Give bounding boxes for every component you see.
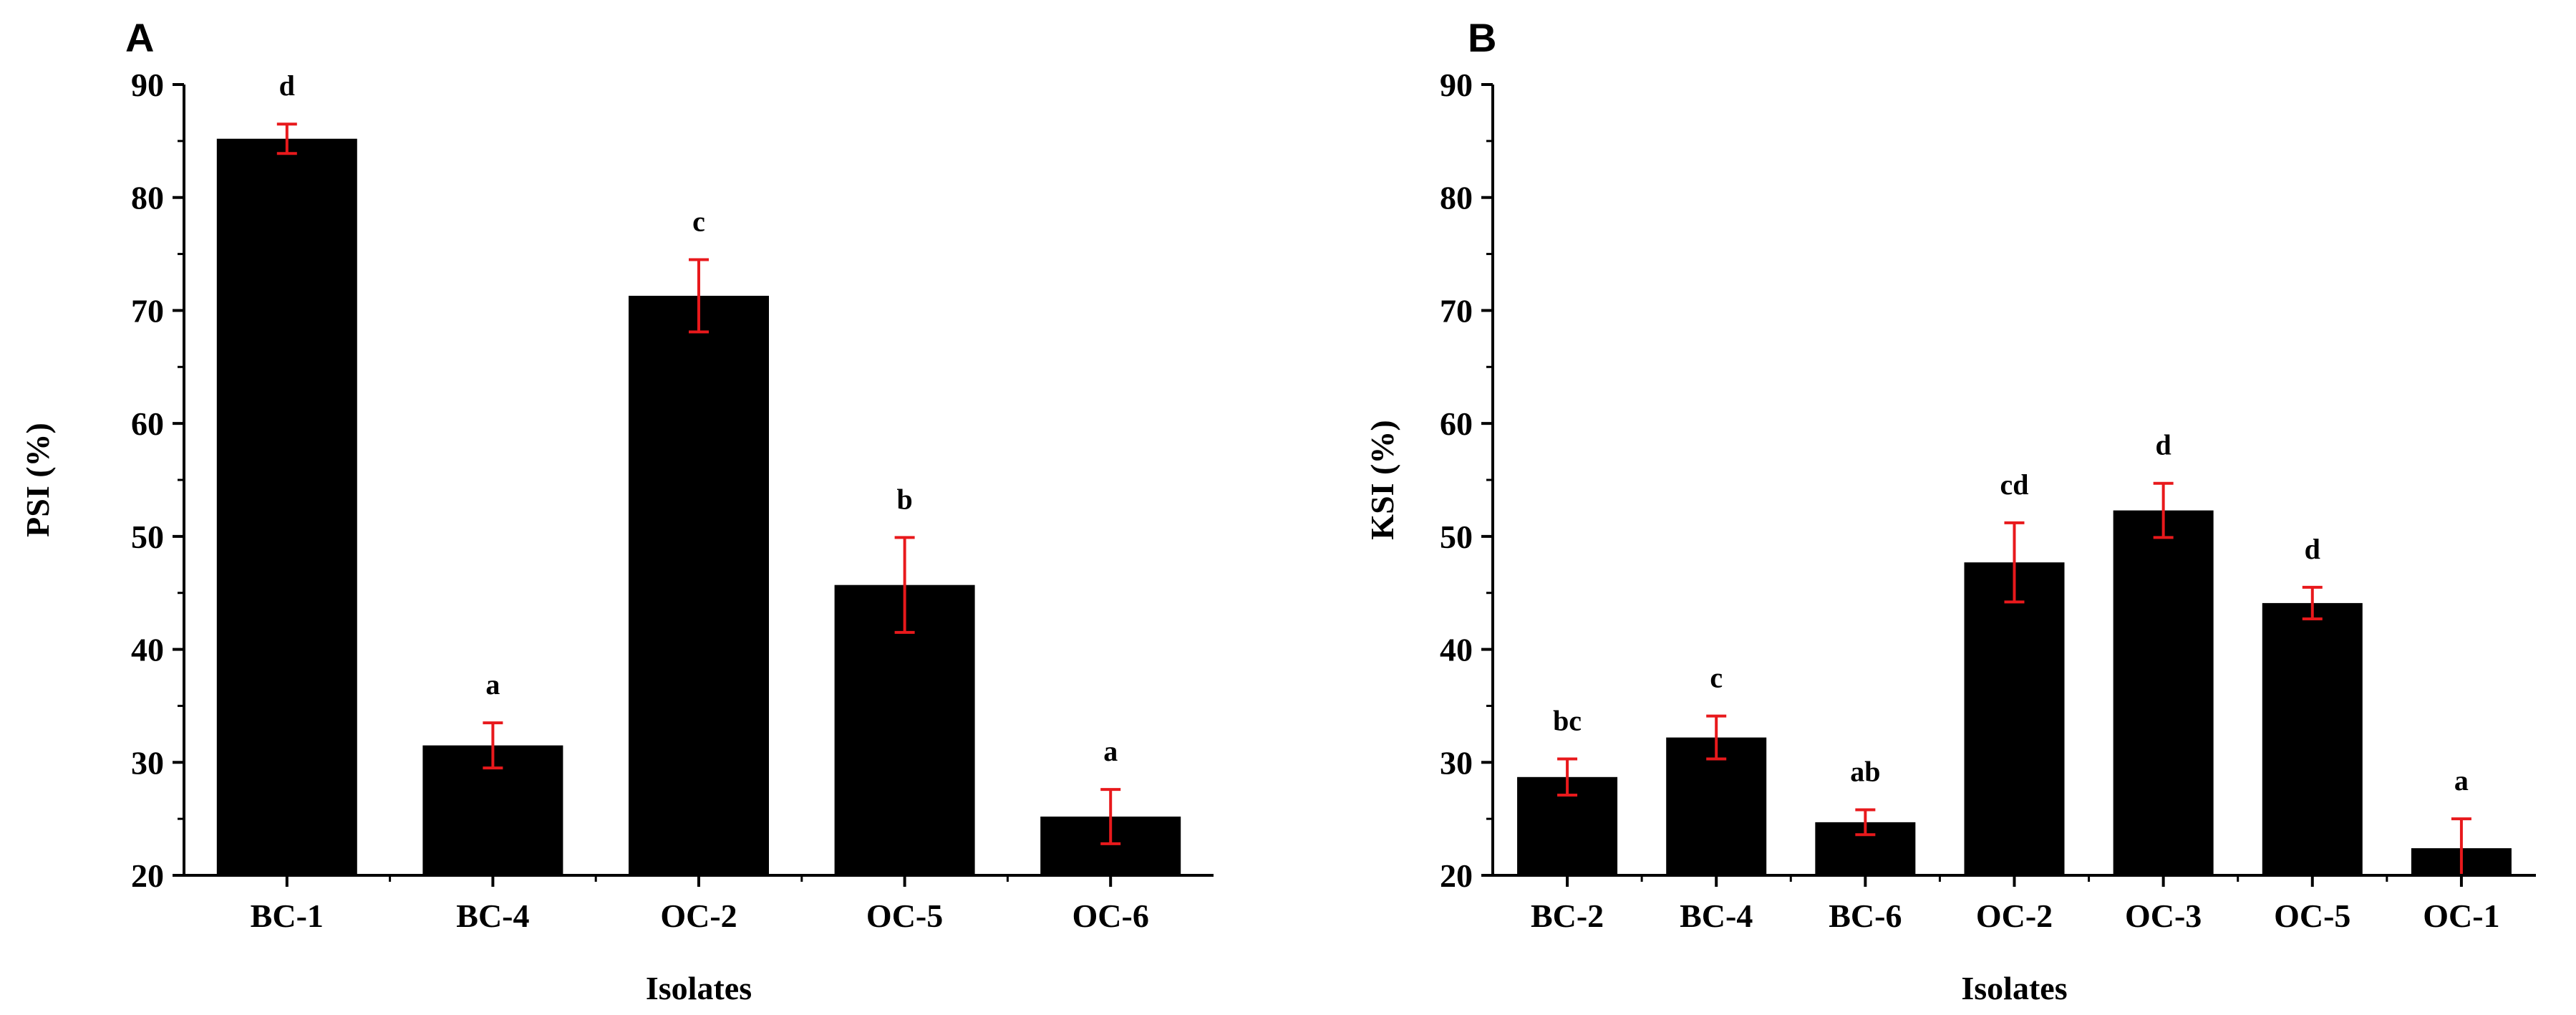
significance-label: cd	[2000, 468, 2029, 501]
y-tick-label: 30	[131, 744, 164, 781]
significance-label: a	[1103, 735, 1118, 767]
x-tick-label: BC-2	[1531, 898, 1604, 934]
significance-label: d	[2305, 533, 2320, 565]
y-tick-label: 20	[1440, 857, 1473, 894]
error-bar-oc-5	[2302, 585, 2323, 620]
significance-label: b	[896, 483, 912, 515]
bar-bc-4	[1666, 737, 1767, 875]
error-bar-oc-1	[2451, 817, 2471, 875]
x-tick-label: OC-5	[866, 898, 943, 934]
error-bar-oc-3	[2153, 481, 2174, 539]
significance-label: bc	[1553, 705, 1582, 737]
x-tick-label: BC-6	[1829, 898, 1902, 934]
error-bar-bc-1	[276, 122, 297, 155]
y-tick-label: 40	[1440, 632, 1473, 668]
error-bar-oc-5	[894, 536, 915, 634]
y-tick-label: 40	[131, 632, 164, 668]
y-tick-label: 60	[131, 405, 164, 442]
x-tick-label: OC-1	[2423, 898, 2499, 934]
x-tick-label: OC-3	[2125, 898, 2202, 934]
significance-label: c	[1710, 662, 1723, 694]
y-tick-label: 60	[1440, 405, 1473, 442]
x-tick-label: OC-6	[1072, 898, 1149, 934]
error-bar-bc-4	[483, 721, 503, 770]
significance-label: ab	[1850, 756, 1880, 788]
bar-oc-2	[1964, 562, 2065, 875]
error-bar-oc-2	[689, 258, 709, 334]
y-tick-label: 90	[131, 67, 164, 103]
panel-letter: A	[125, 15, 154, 60]
error-bar-bc-6	[1855, 808, 1876, 837]
y-tick-label: 80	[131, 180, 164, 216]
y-tick-label: 50	[1440, 519, 1473, 555]
panel-letter: B	[1468, 15, 1496, 60]
x-tick-label: OC-5	[2274, 898, 2350, 934]
significance-label: a	[485, 668, 500, 701]
error-bar-bc-2	[1557, 757, 1578, 797]
bar-oc-2	[629, 295, 769, 875]
significance-label: d	[2156, 429, 2171, 461]
error-bar-oc-6	[1100, 788, 1121, 845]
x-tick-label: BC-4	[456, 898, 529, 934]
error-bar-oc-2	[2004, 521, 2025, 604]
significance-label: d	[279, 69, 295, 102]
chart-panel-b: Bbc c ab cd d d a 20 30 40 50 60 70 80 90 BC-2 BC-4 BC-6 O…	[1364, 15, 2536, 1006]
y-tick-label: 80	[1440, 180, 1473, 216]
x-tick-label: BC-1	[251, 898, 324, 934]
bar-oc-5	[2262, 602, 2363, 875]
x-tick-label: BC-4	[1680, 898, 1753, 934]
y-tick-label: 50	[131, 519, 164, 555]
significance-label: a	[2454, 764, 2469, 797]
x-tick-label: OC-2	[660, 898, 737, 934]
significance-label: c	[692, 205, 705, 237]
bar-oc-3	[2113, 510, 2214, 875]
chart-panel-a: Ad a c b a 20 30 40 50 60 70 80 90 BC-1 BC-4 OC-2 OC-5 OC…	[19, 15, 1214, 1006]
bar-bc-1	[216, 138, 357, 875]
y-tick-label: 70	[1440, 292, 1473, 329]
error-bar-bc-4	[1706, 714, 1727, 761]
y-tick-label: 90	[1440, 67, 1473, 103]
y-tick-label: 20	[131, 857, 164, 894]
x-axis-title: Isolates	[1961, 970, 2067, 1006]
y-axis-title: KSI (%)	[1364, 420, 1400, 539]
x-tick-label: OC-2	[1976, 898, 2053, 934]
x-axis-title: Isolates	[646, 970, 752, 1006]
y-tick-label: 30	[1440, 744, 1473, 781]
y-tick-label: 70	[131, 292, 164, 329]
y-axis-title: PSI (%)	[19, 423, 56, 537]
